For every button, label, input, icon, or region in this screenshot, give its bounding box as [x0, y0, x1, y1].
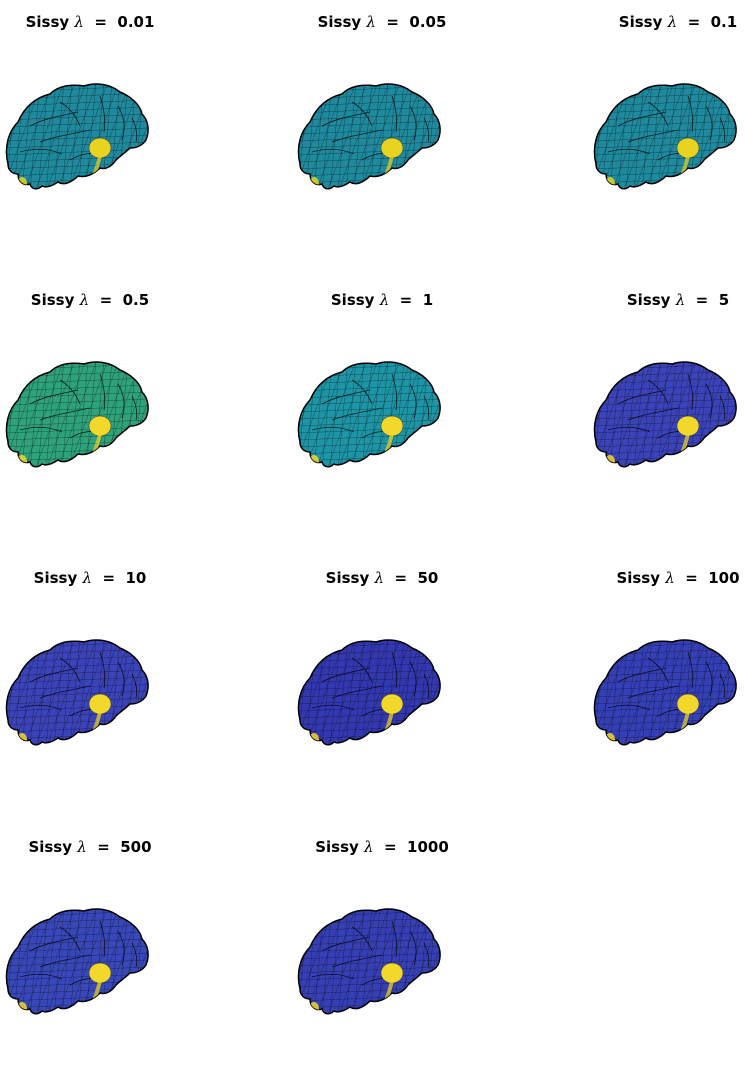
surface-mesh	[298, 909, 441, 1014]
panel-title-prefix: Sissy	[626, 291, 671, 309]
surface-mesh	[298, 84, 441, 189]
panel-title: Sissy λ = 1	[330, 291, 434, 309]
sulci-lines	[19, 920, 138, 986]
activation-spot-central	[676, 415, 700, 437]
brain-surface-render	[5, 908, 149, 1015]
panel-title: Sissy λ = 5	[626, 291, 730, 309]
brain-surface-render	[5, 639, 149, 746]
lambda-symbol: λ	[77, 838, 87, 856]
lambda-value: 500	[120, 838, 152, 856]
surface-mesh	[594, 362, 737, 467]
panel-title: Sissy λ = 0.01	[25, 13, 155, 31]
activation-spot-central	[88, 693, 112, 715]
lambda-symbol: λ	[82, 569, 92, 587]
brain-panel-lambda-1000: Sissy λ = 1000	[292, 837, 472, 1077]
surface-mesh	[6, 640, 149, 745]
brain-panel-lambda-10: Sissy λ = 10	[0, 568, 180, 808]
brain-surface-render	[593, 361, 737, 468]
brain-surface-render	[297, 361, 441, 468]
brain-panel-lambda-1: Sissy λ = 1	[292, 290, 472, 530]
panel-title: Sissy λ = 500	[28, 838, 152, 856]
brain-surface-render	[5, 83, 149, 190]
activation-spot-central	[380, 962, 404, 984]
lambda-value: 10	[125, 569, 147, 587]
sulci-lines	[19, 95, 138, 161]
lambda-symbol: λ	[675, 291, 686, 309]
brain-surface-render	[593, 639, 737, 746]
surface-mesh	[298, 640, 441, 745]
lambda-symbol: λ	[667, 13, 678, 31]
lambda-symbol: λ	[366, 13, 376, 31]
panel-title-prefix: Sissy	[33, 569, 78, 587]
panel-title: Sissy λ = 10	[33, 569, 147, 587]
lambda-symbol: λ	[374, 569, 384, 587]
brain-panel-lambda-0.05: Sissy λ = 0.05	[292, 12, 472, 252]
sulci-lines	[311, 373, 430, 439]
brain-panel-lambda-0.01: Sissy λ = 0.01	[0, 12, 180, 252]
surface-mesh	[6, 362, 149, 467]
lambda-value: 1000	[407, 838, 449, 856]
surface-mesh	[594, 84, 737, 189]
panel-title: Sissy λ = 0.05	[317, 13, 447, 31]
brain-panel-lambda-50: Sissy λ = 50	[292, 568, 472, 808]
activation-spot-central	[380, 137, 404, 159]
lambda-symbol: λ	[379, 291, 390, 309]
sulci-lines	[607, 95, 726, 161]
sulci-lines	[607, 373, 726, 439]
panel-title-prefix: Sissy	[315, 838, 359, 856]
activation-spot-central	[676, 693, 700, 715]
lambda-value: 1	[422, 291, 434, 309]
brain-surface-render	[297, 908, 441, 1015]
panel-title-prefix: Sissy	[330, 291, 375, 309]
activation-spot-central	[88, 415, 112, 437]
brain-surface-render	[593, 83, 737, 190]
brain-panel-lambda-500: Sissy λ = 500	[0, 837, 180, 1077]
brain-surface-render	[5, 361, 149, 468]
sulci-lines	[19, 651, 138, 717]
surface-mesh	[6, 84, 149, 189]
sulci-lines	[311, 95, 430, 161]
lambda-value: 0.5	[122, 291, 150, 309]
lambda-symbol: λ	[79, 291, 90, 309]
panel-title: Sissy λ = 1000	[315, 838, 449, 856]
activation-spot-central	[88, 962, 112, 984]
sulci-lines	[311, 920, 430, 986]
lambda-value: 0.01	[117, 13, 155, 31]
lambda-value: 100	[708, 569, 740, 587]
activation-spot-central	[676, 137, 700, 159]
surface-mesh	[6, 909, 149, 1014]
lambda-symbol: λ	[665, 569, 675, 587]
lambda-symbol: λ	[364, 838, 374, 856]
lambda-value: 5	[718, 291, 730, 309]
panel-title: Sissy λ = 0.5	[30, 291, 150, 309]
brain-panel-lambda-5: Sissy λ = 5	[588, 290, 750, 530]
panel-title-prefix: Sissy	[317, 13, 362, 31]
lambda-value: 0.1	[710, 13, 738, 31]
activation-spot-central	[380, 415, 404, 437]
surface-mesh	[594, 640, 737, 745]
sulci-lines	[19, 373, 138, 439]
lambda-value: 0.05	[409, 13, 447, 31]
panel-title: Sissy λ = 0.1	[618, 13, 738, 31]
activation-spot-central	[380, 693, 404, 715]
panel-title-prefix: Sissy	[25, 13, 70, 31]
brain-panel-lambda-0.1: Sissy λ = 0.1	[588, 12, 750, 252]
brain-surface-render	[297, 639, 441, 746]
surface-mesh	[298, 362, 441, 467]
sulci-lines	[311, 651, 430, 717]
panel-title: Sissy λ = 50	[325, 569, 439, 587]
panel-title-prefix: Sissy	[325, 569, 370, 587]
panel-title-prefix: Sissy	[618, 13, 663, 31]
activation-spot-central	[88, 137, 112, 159]
panel-title: Sissy λ = 100	[616, 569, 740, 587]
panel-title-prefix: Sissy	[28, 838, 73, 856]
sulci-lines	[607, 651, 726, 717]
lambda-value: 50	[417, 569, 439, 587]
panel-title-prefix: Sissy	[30, 291, 75, 309]
panel-title-prefix: Sissy	[616, 569, 661, 587]
lambda-symbol: λ	[74, 13, 84, 31]
brain-surface-render	[297, 83, 441, 190]
brain-panel-lambda-100: Sissy λ = 100	[588, 568, 750, 808]
brain-panel-lambda-0.5: Sissy λ = 0.5	[0, 290, 180, 530]
